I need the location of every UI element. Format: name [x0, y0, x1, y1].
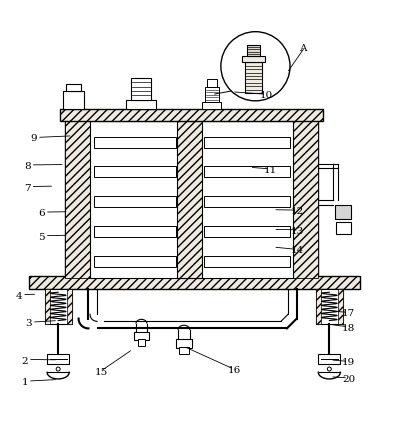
- Bar: [45, 289, 72, 324]
- Text: 6: 6: [39, 209, 45, 218]
- Text: 9: 9: [31, 135, 37, 144]
- Text: 14: 14: [291, 246, 304, 256]
- Bar: [45, 289, 50, 324]
- Text: 13: 13: [291, 227, 304, 236]
- Text: 5: 5: [39, 233, 45, 242]
- Bar: [178, 121, 202, 279]
- Text: 8: 8: [24, 162, 31, 171]
- Bar: [90, 121, 293, 279]
- Bar: [204, 167, 290, 178]
- Bar: [138, 339, 145, 346]
- Text: 12: 12: [291, 207, 304, 216]
- Bar: [336, 222, 351, 234]
- Bar: [131, 78, 151, 100]
- Text: 4: 4: [16, 291, 22, 301]
- Bar: [204, 256, 290, 267]
- Bar: [94, 196, 176, 207]
- Circle shape: [221, 32, 290, 101]
- Bar: [179, 347, 189, 354]
- Circle shape: [327, 367, 331, 371]
- Text: 20: 20: [342, 375, 355, 384]
- Bar: [134, 331, 149, 340]
- Bar: [65, 121, 318, 279]
- Bar: [94, 167, 176, 178]
- Bar: [205, 87, 219, 102]
- Text: 16: 16: [228, 366, 241, 375]
- Bar: [207, 79, 217, 87]
- Bar: [94, 226, 176, 237]
- Bar: [60, 109, 323, 121]
- Bar: [204, 136, 290, 148]
- Bar: [338, 289, 343, 324]
- Bar: [204, 196, 290, 207]
- Text: A: A: [299, 44, 306, 53]
- Bar: [316, 289, 343, 324]
- Text: 2: 2: [22, 357, 28, 365]
- Text: 10: 10: [259, 91, 273, 100]
- Text: 7: 7: [24, 183, 31, 193]
- Bar: [47, 354, 69, 364]
- Text: 18: 18: [342, 324, 355, 333]
- Bar: [65, 121, 90, 279]
- Bar: [245, 62, 262, 93]
- Text: 1: 1: [22, 378, 28, 387]
- Text: 3: 3: [26, 319, 32, 328]
- Bar: [94, 136, 176, 148]
- Bar: [67, 289, 72, 324]
- Bar: [29, 276, 360, 289]
- Bar: [204, 226, 290, 237]
- Bar: [316, 289, 321, 324]
- Bar: [335, 205, 351, 219]
- Text: 19: 19: [342, 358, 355, 368]
- Bar: [63, 91, 84, 109]
- Bar: [247, 45, 260, 56]
- Bar: [242, 56, 265, 62]
- Bar: [318, 354, 340, 364]
- Bar: [66, 84, 81, 91]
- Text: 15: 15: [94, 368, 108, 377]
- Text: 17: 17: [342, 309, 355, 319]
- Bar: [126, 100, 156, 109]
- Bar: [202, 102, 221, 109]
- Circle shape: [56, 367, 60, 371]
- Bar: [293, 121, 318, 279]
- Bar: [176, 338, 192, 348]
- Bar: [94, 256, 176, 267]
- Text: 11: 11: [263, 166, 277, 175]
